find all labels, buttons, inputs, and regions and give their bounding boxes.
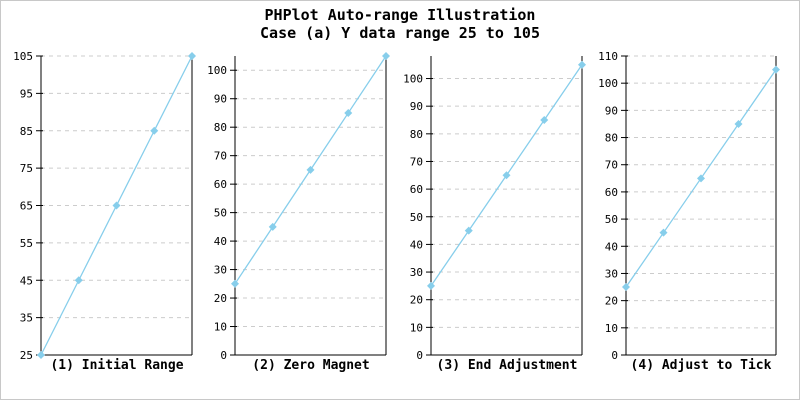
data-point-marker [697,174,705,183]
y-tick-label: 0 [220,349,227,362]
data-point-marker [306,165,315,174]
data-point-marker [150,126,159,135]
subplot-1: 25 35 45 55 65 75 85 95 105 [13,50,196,362]
y-tick-label: 105 [13,50,33,63]
subplot-3: 0 10 20 30 40 50 60 70 80 90 100 [403,56,586,362]
y-tick-label: 0 [611,349,618,362]
data-point-marker [382,52,390,60]
y-tick-label: 10 [605,322,618,335]
subplot-caption-1: (1) Initial Range [50,358,184,373]
y-tick-label: 95 [20,87,33,100]
data-point-marker [659,228,668,237]
y-tick-label: 25 [20,349,33,362]
y-tick-label: 45 [20,274,33,287]
data-point-marker [112,201,121,210]
subplot-caption-4: (4) Adjust to Tick [630,358,772,373]
y-tick-label: 20 [605,295,618,308]
y-tick-label: 70 [605,159,618,172]
y-tick-label: 80 [214,121,227,134]
y-tick-label: 110 [598,50,618,63]
subplot-4: 0 10 20 30 40 50 60 70 80 90 100 110 [598,50,780,362]
data-point-marker [540,116,549,125]
y-tick-label: 50 [605,213,618,226]
y-tick-label: 40 [214,235,227,248]
y-tick-label: 100 [207,64,227,77]
y-tick-label: 90 [605,104,618,117]
y-tick-label: 90 [214,93,227,106]
data-point-marker [464,226,473,235]
y-tick-label: 35 [20,312,33,325]
subplot-caption-3: (3) End Adjustment [436,358,578,373]
y-tick-label: 100 [598,77,618,90]
y-tick-label: 40 [410,238,423,251]
chart-title: PHPlot Auto-range Illustration [264,6,536,24]
data-point-marker [578,60,586,69]
data-point-marker [772,65,780,74]
data-point-marker [502,171,511,180]
y-tick-label: 30 [410,266,423,279]
y-tick-label: 60 [214,178,227,191]
y-tick-label: 20 [214,292,227,305]
y-tick-label: 85 [20,125,33,138]
y-tick-label: 50 [214,207,227,220]
data-point-marker [344,108,353,117]
data-point-marker [427,281,435,290]
y-tick-label: 65 [20,200,33,213]
y-tick-label: 10 [410,321,423,334]
data-point-marker [37,351,45,359]
y-tick-label: 20 [410,294,423,307]
y-tick-label: 30 [214,264,227,277]
data-point-marker [188,52,196,60]
y-tick-label: 70 [214,150,227,163]
data-point-marker [734,119,743,128]
data-point-marker [622,283,630,292]
y-tick-label: 30 [605,267,618,280]
chart-titles: PHPlot Auto-range Illustration Case (a) … [1,6,799,42]
data-point-marker [74,276,83,285]
y-tick-label: 10 [214,321,227,334]
y-tick-label: 50 [410,211,423,224]
subplot-caption-2: (2) Zero Magnet [252,358,370,373]
data-point-marker [231,279,239,288]
y-tick-label: 90 [410,100,423,113]
subplot-2: 0 10 20 30 40 50 60 70 80 90 100 [207,52,390,362]
data-point-marker [268,222,277,231]
y-tick-label: 80 [410,128,423,141]
y-tick-label: 70 [410,155,423,168]
y-tick-label: 80 [605,132,618,145]
y-tick-label: 60 [605,186,618,199]
y-tick-label: 55 [20,237,33,250]
y-tick-label: 40 [605,240,618,253]
y-tick-label: 60 [410,183,423,196]
y-tick-label: 0 [416,349,423,362]
y-tick-label: 75 [20,162,33,175]
y-tick-label: 100 [403,73,423,86]
chart-subtitle: Case (a) Y data range 25 to 105 [260,24,540,42]
